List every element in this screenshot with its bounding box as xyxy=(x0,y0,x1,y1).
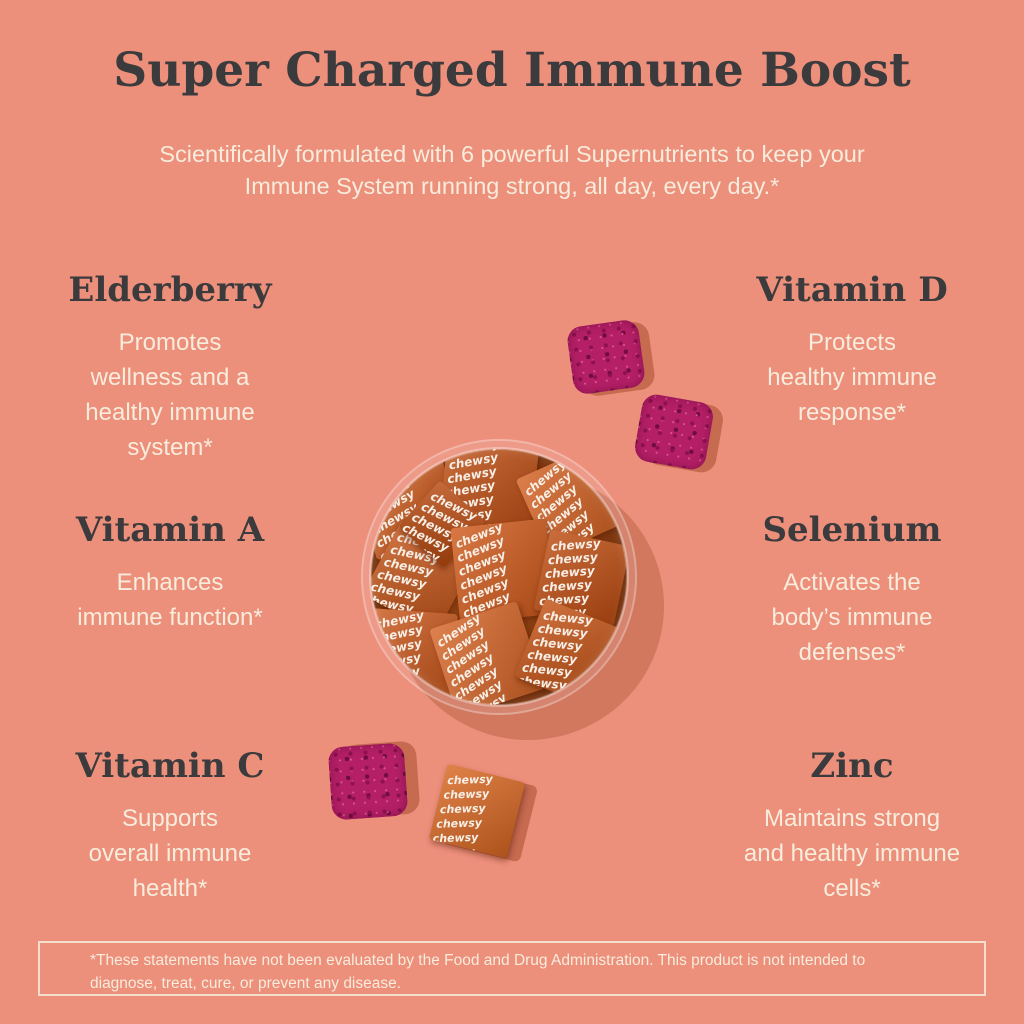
candy-bowl-contents: chewsychewsychewsychewsy chewsychewsychew… xyxy=(371,449,627,705)
nutrient-name-selenium: Selenium xyxy=(762,510,942,550)
nutrient-name-vitamin-a: Vitamin A xyxy=(75,510,265,550)
nutrient-description-vitamin-c: Supports overall immune health* xyxy=(88,804,252,902)
nutrient-section-vitamin-a: Vitamin A Enhances immune function* xyxy=(20,510,320,635)
nutrient-description-vitamin-d: Protects healthy immune response* xyxy=(767,328,937,426)
nutrient-section-vitamin-d: Vitamin D Protects healthy immune respon… xyxy=(702,270,1002,430)
candy-bowl: chewsychewsychewsychewsy chewsychewsychew… xyxy=(363,441,635,713)
nutrient-name-zinc: Zinc xyxy=(810,746,894,786)
page-title: Super Charged Immune Boost xyxy=(113,43,911,98)
disclaimer-box: *These statements have not been evaluate… xyxy=(38,941,986,996)
nutrient-description-zinc: Maintains strong and healthy immune cell… xyxy=(743,804,961,902)
nutrient-section-selenium: Selenium Activates the body’s immune def… xyxy=(702,510,1002,670)
nutrient-description-selenium: Activates the body’s immune defenses* xyxy=(771,568,933,666)
nutrient-description-vitamin-a: Enhances immune function* xyxy=(77,568,263,631)
nutrient-name-vitamin-c: Vitamin C xyxy=(75,746,265,786)
nutrient-description-elderberry: Promotes wellness and a healthy immune s… xyxy=(85,328,255,461)
disclaimer-text: *These statements have not been evaluate… xyxy=(90,952,866,992)
berry-gummy-bottom xyxy=(327,742,409,821)
nutrient-section-zinc: Zinc Maintains strong and healthy immune… xyxy=(702,746,1002,906)
berry-gummy-top xyxy=(565,318,647,396)
nutrient-name-elderberry: Elderberry xyxy=(68,270,272,310)
nutrient-name-vitamin-d: Vitamin D xyxy=(756,270,948,310)
nutrient-section-elderberry: Elderberry Promotes wellness and a healt… xyxy=(20,270,320,465)
nutrient-section-vitamin-c: Vitamin C Supports overall immune health… xyxy=(20,746,320,906)
berry-gummy-middle xyxy=(632,392,716,472)
page-subtitle: Scientifically formulated with 6 powerfu… xyxy=(159,141,865,199)
